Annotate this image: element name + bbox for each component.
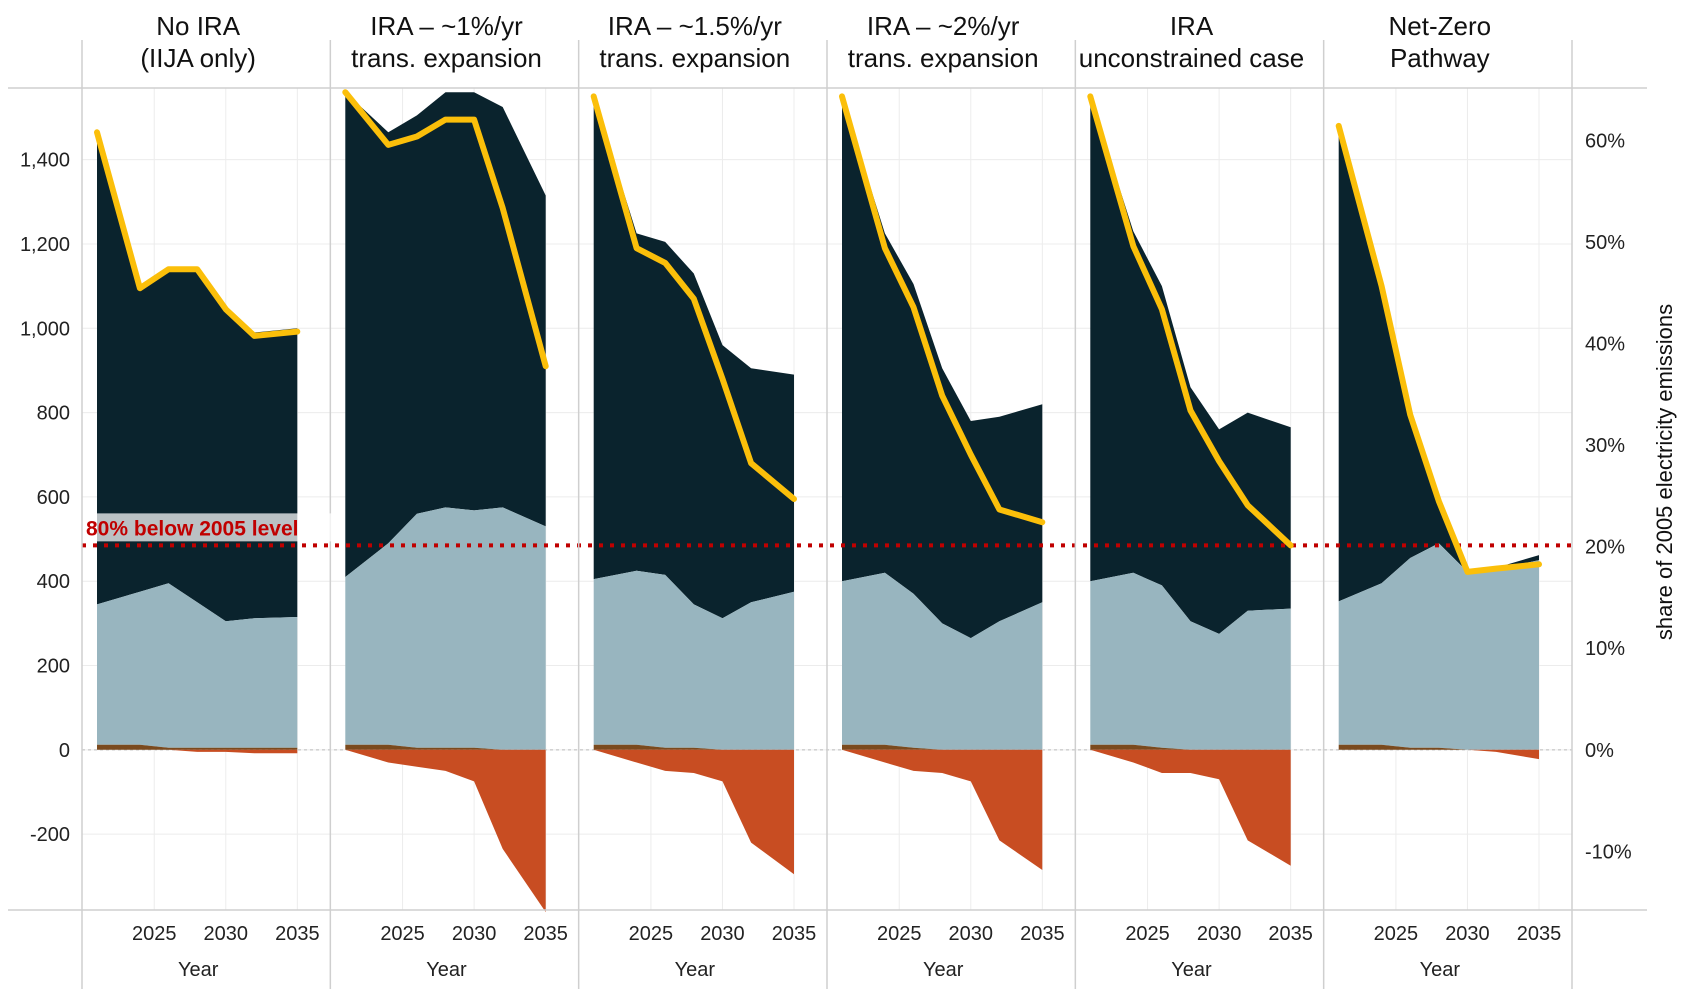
net-line [342,89,549,370]
x-axis-title: Year [923,959,964,981]
area-middle-band [97,583,298,748]
x-axis-title: Year [178,959,219,981]
area-middle-band [842,572,1043,750]
area-small-positive [593,744,794,750]
x-tick-label: 2025 [1125,923,1170,945]
net-line-layer [94,89,1542,575]
y-tick-label: 1,200 [20,234,70,256]
y2-tick-label: 50% [1585,232,1625,254]
y2-tick-label: 20% [1585,537,1625,559]
x-tick-label: 2030 [949,923,994,945]
panel-title-line: IRA [1170,11,1214,41]
y-tick-label: 200 [37,656,70,678]
x-tick-label: 2035 [1517,923,1562,945]
area-negative [593,749,794,875]
area-negative [345,749,546,913]
y-tick-label: 600 [37,487,70,509]
net-line [94,129,301,339]
x-tick-label: 2035 [772,923,817,945]
panel-title-line: Pathway [1390,43,1490,73]
panel-title-line: trans. expansion [351,43,542,73]
text-layer: No IRA(IIJA only) 2025 2030 2035 Year IRA – ~… [20,11,1677,981]
x-tick-label: 2030 [1445,923,1490,945]
area-small-positive [97,744,298,750]
y-tick-label: 0 [59,740,70,762]
area-negative [1090,749,1291,866]
x-tick-label: 2035 [275,923,320,945]
x-tick-label: 2030 [1197,923,1242,945]
area-top-band [345,92,546,577]
reference-label-background [84,513,342,542]
area-small-positive [345,744,546,750]
net-line [839,93,1046,526]
area-top-band [842,96,1043,639]
area-negative [842,749,1043,870]
area-middle-band [345,507,546,750]
area-negative [97,749,298,754]
area-small-positive [1090,744,1291,750]
panel-title-line: trans. expansion [848,43,1039,73]
x-tick-label: 2025 [877,923,922,945]
area-small-positive [1338,744,1539,750]
x-axis-title: Year [426,959,467,981]
area-top-band [593,96,794,619]
reference-line-label: 80% below 2005 level [86,517,298,540]
y2-tick-label: 40% [1585,333,1625,355]
area-negative [1338,749,1539,760]
panel-title-line: No IRA [156,11,240,41]
panel-title-line: Net-Zero [1389,11,1492,41]
area-middle-band [1338,543,1539,750]
panel-title-line: trans. expansion [599,43,790,73]
x-tick-label: 2025 [1374,923,1419,945]
panel-title-line: IRA – ~2%/yr [867,11,1020,41]
x-tick-label: 2030 [700,923,745,945]
area-middle-band [1090,572,1291,750]
panel-title-line: IRA – ~1.5%/yr [608,11,782,41]
x-axis-title: Year [675,959,716,981]
x-tick-label: 2025 [380,923,425,945]
area-small-positive [842,744,1043,750]
y2-tick-label: 0% [1585,740,1614,762]
panel-title-line: IRA – ~1%/yr [370,11,523,41]
area-top-band [1090,96,1291,634]
area-top-band [1338,125,1539,602]
x-tick-label: 2035 [1020,923,1065,945]
area-layer [97,92,1539,913]
y-tick-label: 1,400 [20,150,70,172]
x-tick-label: 2035 [1268,923,1313,945]
x-tick-label: 2025 [132,923,177,945]
y-tick-label: 800 [37,403,70,425]
y2-tick-label: 10% [1585,638,1625,660]
axis-layer [8,40,1647,989]
y-tick-label: 400 [37,571,70,593]
area-middle-band [593,570,794,750]
y2-tick-label: -10% [1585,841,1632,863]
net-line [1087,93,1294,549]
x-tick-label: 2025 [629,923,674,945]
x-axis-title: Year [1171,959,1212,981]
y2-tick-label: 30% [1585,435,1625,457]
y-tick-label: -200 [30,824,70,846]
panel-title-line: (IIJA only) [140,43,256,73]
y2-tick-label: 60% [1585,130,1625,152]
x-axis-title: Year [1420,959,1461,981]
net-line [590,93,797,502]
net-line [1335,122,1542,575]
area-top-band [97,132,298,622]
x-tick-label: 2030 [452,923,497,945]
x-tick-label: 2030 [204,923,249,945]
x-tick-label: 2035 [523,923,568,945]
panel-title-line: unconstrained case [1079,43,1304,73]
y2-axis-title: share of 2005 electricity emissions [1652,304,1677,640]
y-tick-label: 1,000 [20,318,70,340]
